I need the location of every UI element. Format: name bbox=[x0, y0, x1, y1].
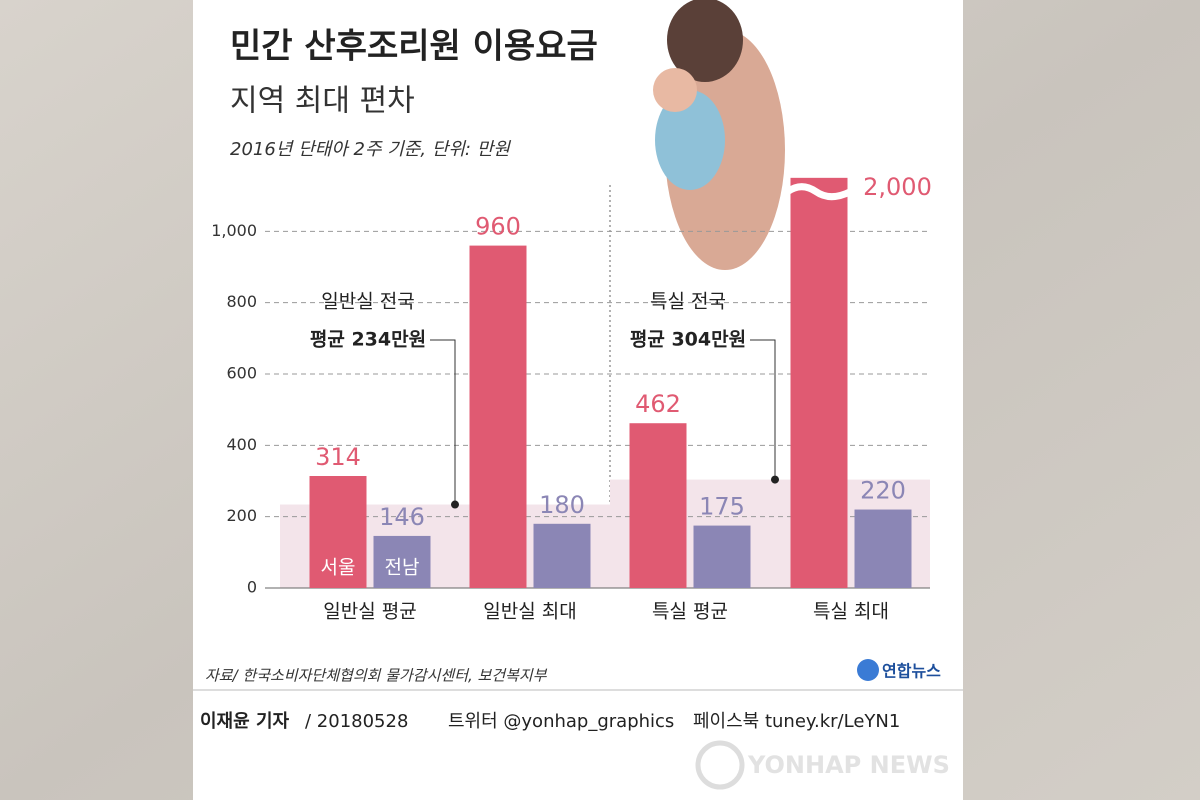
annotation: 평균 304만원 bbox=[630, 329, 746, 351]
y-tick-label: 400 bbox=[226, 435, 257, 454]
y-tick-label: 1,000 bbox=[211, 221, 257, 240]
y-tick-label: 800 bbox=[226, 292, 257, 311]
twitter: 트위터 @yonhap_graphics bbox=[448, 711, 674, 732]
value-label: 960 bbox=[475, 213, 521, 241]
annotation-leader bbox=[430, 339, 456, 505]
facebook: 페이스북 tuney.kr/LeYN1 bbox=[693, 711, 900, 732]
illustration bbox=[653, 0, 785, 270]
bar bbox=[790, 177, 848, 589]
author: 이재윤 기자 bbox=[200, 711, 290, 732]
subtitle: 지역 최대 편차 bbox=[230, 84, 415, 119]
annotation: 특실 전국 bbox=[650, 291, 726, 313]
value-label: 462 bbox=[635, 390, 681, 418]
y-tick-label: 200 bbox=[226, 506, 257, 525]
x-tick-label: 특실 평균 bbox=[652, 601, 728, 623]
annotation-leader bbox=[750, 339, 776, 480]
annotation-dot bbox=[771, 475, 779, 484]
x-tick-label: 일반실 최대 bbox=[483, 601, 576, 623]
annotation: 평균 234만원 bbox=[310, 329, 426, 351]
annotation-dot bbox=[451, 500, 459, 509]
bar bbox=[373, 535, 431, 588]
bar bbox=[469, 245, 527, 588]
axis-break bbox=[785, 183, 853, 201]
bar bbox=[533, 523, 591, 588]
source: 자료/ 한국소비자단체협의회 물가감시센터, 보건복지부 bbox=[205, 667, 548, 685]
date: / 20180528 bbox=[305, 711, 408, 732]
note: 2016년 단태아 2주 기준, 단위: 만원 bbox=[230, 139, 511, 160]
series-label: 서울 bbox=[321, 557, 356, 579]
watermark-icon bbox=[695, 740, 745, 790]
watermark: YONHAP NEWS bbox=[747, 751, 950, 779]
value-label: 175 bbox=[699, 493, 745, 521]
title: 민간 산후조리원 이용요금 bbox=[230, 27, 598, 67]
value-label: 180 bbox=[539, 491, 585, 519]
series-label: 전남 bbox=[385, 557, 420, 579]
x-tick-label: 특실 최대 bbox=[813, 601, 889, 623]
logo: 연합뉴스 bbox=[882, 662, 941, 681]
value-label: 220 bbox=[860, 477, 906, 505]
value-label: 146 bbox=[379, 503, 425, 531]
bar bbox=[854, 509, 912, 588]
y-tick-label: 0 bbox=[247, 578, 257, 597]
bar bbox=[629, 423, 687, 588]
bar bbox=[693, 525, 751, 588]
logo-icon bbox=[857, 659, 879, 681]
annotation: 일반실 전국 bbox=[321, 291, 414, 313]
value-label: 2,000 bbox=[863, 173, 932, 201]
x-tick-label: 일반실 평균 bbox=[323, 601, 416, 623]
value-label: 314 bbox=[315, 443, 361, 471]
bar bbox=[309, 476, 367, 588]
y-tick-label: 600 bbox=[226, 364, 257, 383]
